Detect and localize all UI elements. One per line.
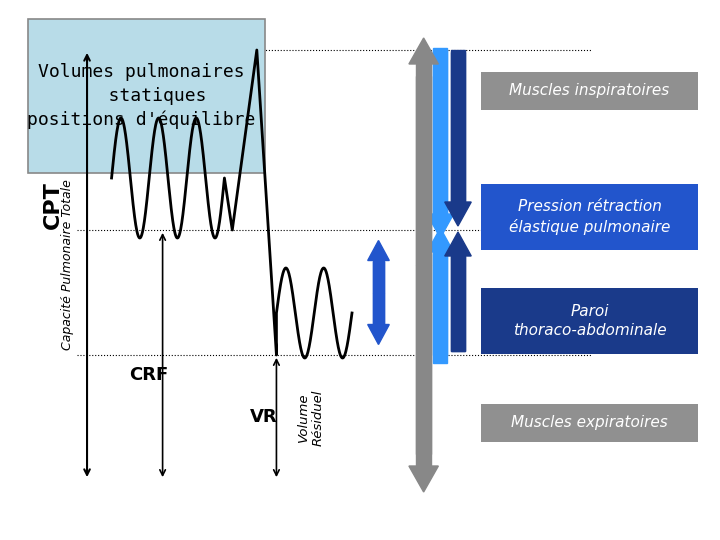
Text: Muscles inspiratoires: Muscles inspiratoires	[509, 84, 670, 98]
Text: Capacité Pulmonaire Totale: Capacité Pulmonaire Totale	[61, 180, 74, 350]
Bar	[433, 252, 447, 363]
Bar	[415, 265, 431, 466]
Bar	[373, 260, 384, 325]
Bar	[433, 50, 447, 214]
Bar	[433, 254, 447, 355]
Polygon shape	[427, 228, 454, 252]
Polygon shape	[445, 232, 471, 256]
Bar	[451, 256, 465, 351]
Polygon shape	[409, 38, 438, 64]
Text: CPT: CPT	[42, 181, 63, 229]
Polygon shape	[368, 240, 390, 260]
FancyBboxPatch shape	[480, 404, 698, 442]
Bar	[373, 293, 384, 325]
Bar	[433, 48, 447, 214]
Polygon shape	[368, 325, 390, 345]
Polygon shape	[409, 466, 438, 492]
Text: Volume
Résiduel: Volume Résiduel	[297, 389, 325, 445]
Polygon shape	[427, 214, 454, 238]
Bar	[451, 52, 465, 202]
Polygon shape	[445, 202, 471, 226]
Text: Pression rétraction
élastique pulmonaire: Pression rétraction élastique pulmonaire	[509, 199, 670, 235]
FancyBboxPatch shape	[28, 19, 265, 173]
Bar	[451, 50, 465, 202]
FancyBboxPatch shape	[480, 72, 698, 110]
FancyBboxPatch shape	[480, 288, 698, 354]
Text: CRF: CRF	[129, 366, 168, 384]
Text: Paroi
thoraco-abdominale: Paroi thoraco-abdominale	[513, 303, 666, 339]
Bar	[373, 260, 384, 293]
Bar	[451, 254, 465, 351]
Text: VR: VR	[250, 408, 277, 427]
Text: Volumes pulmonaires
   statiques
positions d'équilibre: Volumes pulmonaires statiques positions …	[27, 63, 255, 129]
FancyBboxPatch shape	[480, 184, 698, 250]
Bar	[415, 76, 431, 454]
Text: Muscles expiratoires: Muscles expiratoires	[511, 415, 668, 430]
Bar	[415, 64, 431, 265]
